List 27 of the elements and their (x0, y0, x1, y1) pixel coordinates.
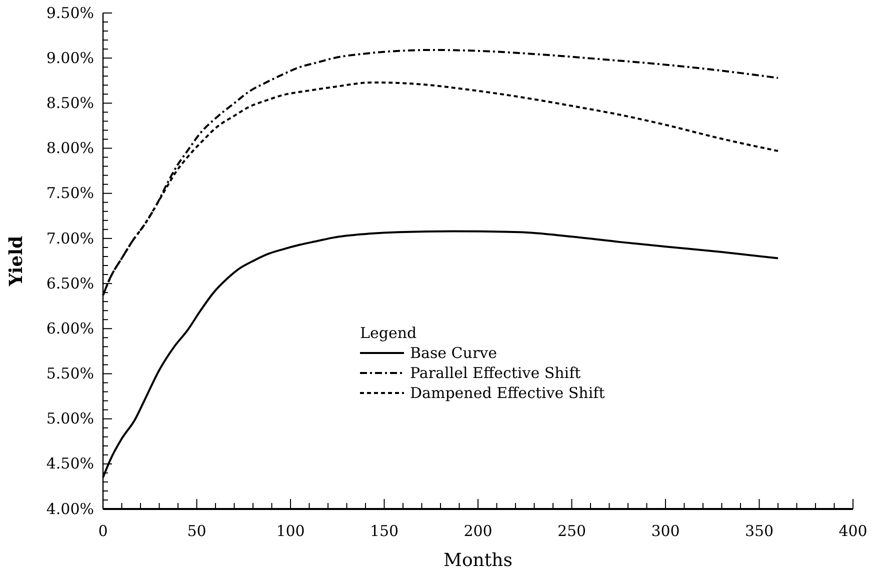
y-axis-title: Yield (6, 235, 27, 288)
y-tick-label: 6.50% (46, 274, 94, 292)
legend-label: Dampened Effective Shift (410, 384, 605, 402)
x-tick-label: 150 (370, 522, 399, 540)
legend-label: Base Curve (410, 344, 498, 362)
y-tick-label: 8.50% (46, 94, 94, 112)
x-tick-label: 250 (557, 522, 586, 540)
legend-label: Parallel Effective Shift (410, 364, 581, 382)
x-tick-label: 300 (651, 522, 680, 540)
y-tick-label: 5.50% (46, 364, 94, 383)
legend-title: Legend (360, 324, 417, 342)
y-tick-label: 9.00% (46, 48, 94, 67)
y-tick-label: 5.00% (46, 410, 94, 428)
y-tick-label: 7.00% (46, 229, 94, 248)
x-tick-label: 50 (187, 522, 206, 540)
y-tick-label: 7.50% (46, 184, 94, 202)
x-tick-label: 400 (838, 522, 868, 540)
y-tick-label: 9.50% (46, 4, 94, 22)
y-tick-label: 4.00% (46, 500, 94, 518)
y-tick-label: 4.50% (46, 454, 94, 473)
x-tick-label: 100 (276, 522, 305, 540)
x-tick-label: 0 (98, 522, 108, 540)
x-axis-title: Months (444, 550, 512, 571)
x-tick-label: 200 (464, 522, 492, 540)
x-tick-label: 350 (744, 522, 774, 540)
y-tick-label: 6.00% (46, 319, 94, 338)
y-tick-label: 8.00% (46, 139, 94, 158)
